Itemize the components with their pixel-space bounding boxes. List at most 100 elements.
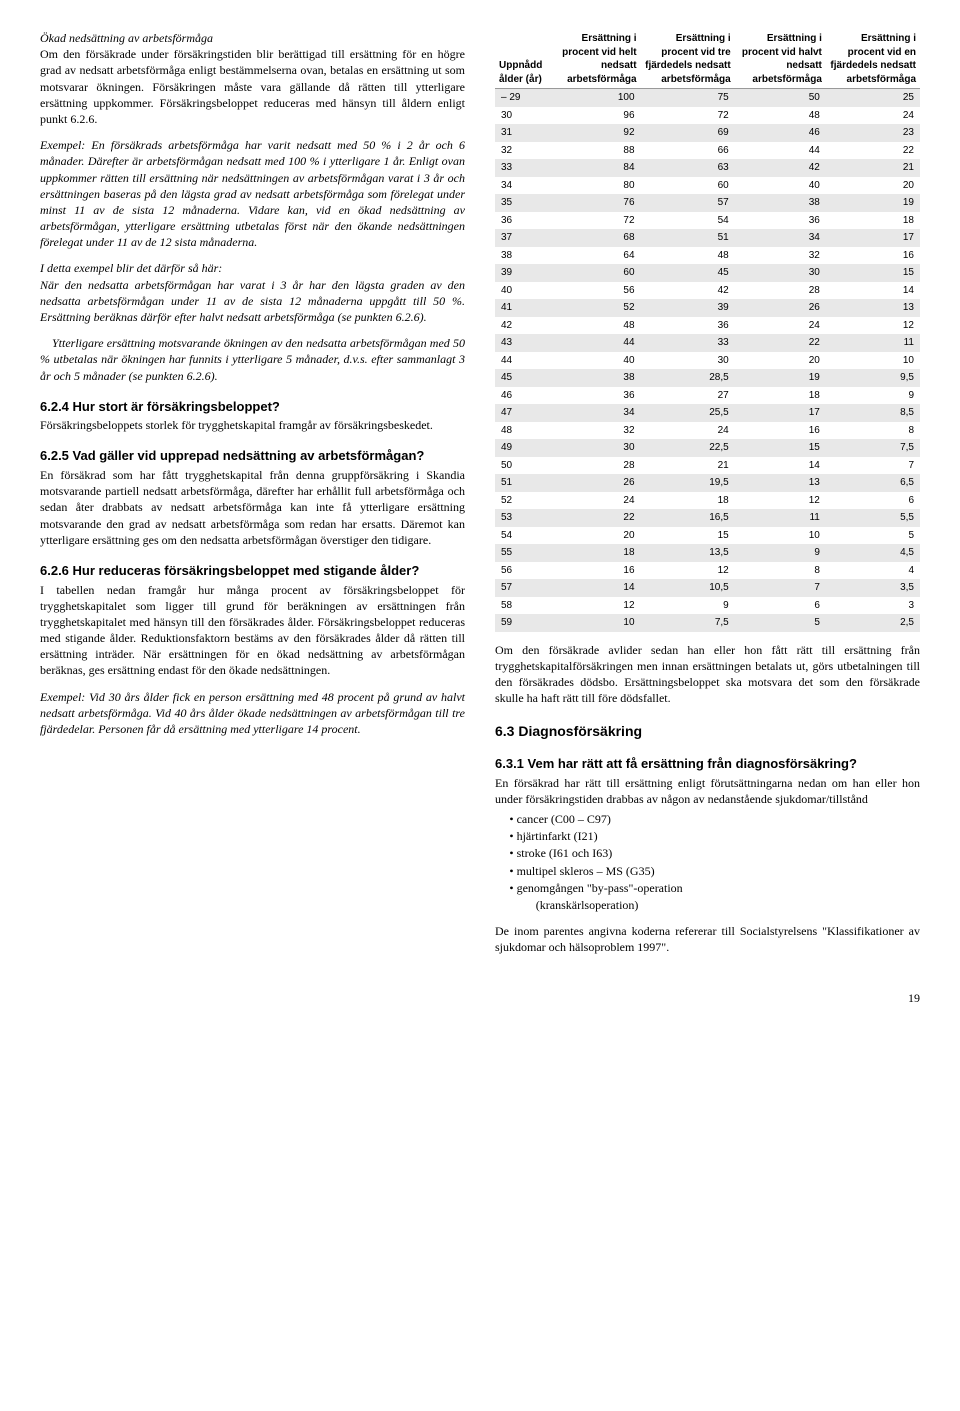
list-item: hjärtinfarkt (I21): [509, 828, 920, 844]
table-cell: 68: [550, 229, 641, 247]
table-cell: 30: [550, 439, 641, 457]
table-cell: 16: [550, 562, 641, 580]
table-row: 453828,5199,5: [495, 369, 920, 387]
body-text: De inom parentes angivna koderna referer…: [495, 923, 920, 955]
table-cell: 28: [550, 457, 641, 475]
table-cell: 5,5: [826, 509, 920, 527]
table-cell: 22,5: [641, 439, 735, 457]
table-cell: 27: [641, 387, 735, 405]
body-text: En försäkrad som har fått trygghetskapit…: [40, 467, 465, 548]
table-cell: 58: [495, 597, 550, 615]
table-cell: 53: [495, 509, 550, 527]
table-cell: 20: [550, 527, 641, 545]
table-row: 551813,594,5: [495, 544, 920, 562]
table-cell: 26: [550, 474, 641, 492]
heading-63: 6.3 Diagnosförsäkring: [495, 722, 920, 741]
table-cell: 7: [735, 579, 826, 597]
table-cell: 48: [735, 107, 826, 125]
table-cell: 76: [550, 194, 641, 212]
table-row: 512619,5136,5: [495, 474, 920, 492]
table-cell: 12: [550, 597, 641, 615]
table-cell: 31: [495, 124, 550, 142]
table-cell: 20: [735, 352, 826, 370]
table-cell: 37: [495, 229, 550, 247]
table-header: Ersättning i procent vid en fjärdedels n…: [826, 30, 920, 89]
table-cell: 50: [735, 89, 826, 107]
list-item: stroke (I61 och I63): [509, 845, 920, 861]
table-cell: 2,5: [826, 614, 920, 632]
table-cell: 75: [641, 89, 735, 107]
body-text: Om den försäkrade avlider sedan han elle…: [495, 642, 920, 707]
list-item: genomgången "by-pass"-operation: [509, 880, 920, 896]
table-row: 3096724824: [495, 107, 920, 125]
table-cell: 60: [550, 264, 641, 282]
table-cell: 45: [495, 369, 550, 387]
table-cell: 36: [495, 212, 550, 230]
table-cell: 48: [641, 247, 735, 265]
table-cell: 10: [735, 527, 826, 545]
table-cell: 80: [550, 177, 641, 195]
table-cell: 60: [641, 177, 735, 195]
table-cell: 57: [495, 579, 550, 597]
table-cell: 24: [735, 317, 826, 335]
table-cell: 35: [495, 194, 550, 212]
table-cell: 4,5: [826, 544, 920, 562]
two-column-layout: Ökad nedsättning av arbetsförmågaOm den …: [40, 30, 920, 966]
table-cell: 38: [550, 369, 641, 387]
table-cell: 8: [735, 562, 826, 580]
table-cell: 88: [550, 142, 641, 160]
table-cell: 52: [550, 299, 641, 317]
table-cell: 14: [735, 457, 826, 475]
section-title: Ökad nedsättning av arbetsförmågaOm den …: [40, 30, 465, 127]
table-cell: 19,5: [641, 474, 735, 492]
heading-624: 6.2.4 Hur stort är försäkringsbeloppet?: [40, 398, 465, 416]
table-cell: 18: [735, 387, 826, 405]
table-cell: 9: [735, 544, 826, 562]
table-cell: 7,5: [826, 439, 920, 457]
table-row: 571410,573,5: [495, 579, 920, 597]
table-row: 4152392613: [495, 299, 920, 317]
table-row: 59107,552,5: [495, 614, 920, 632]
table-cell: 84: [550, 159, 641, 177]
table-cell: 36: [550, 387, 641, 405]
table-row: 3672543618: [495, 212, 920, 230]
table-cell: 64: [550, 247, 641, 265]
table-cell: 16: [826, 247, 920, 265]
table-cell: – 29: [495, 89, 550, 107]
table-cell: 8: [826, 422, 920, 440]
table-cell: 46: [735, 124, 826, 142]
table-row: 502821147: [495, 457, 920, 475]
table-cell: 69: [641, 124, 735, 142]
table-cell: 11: [735, 509, 826, 527]
body-text: En försäkrad har rätt till ersättning en…: [495, 775, 920, 807]
table-cell: 6: [826, 492, 920, 510]
table-cell: 7: [826, 457, 920, 475]
table-cell: 19: [735, 369, 826, 387]
table-cell: 10: [826, 352, 920, 370]
table-cell: 10,5: [641, 579, 735, 597]
table-cell: 57: [641, 194, 735, 212]
table-cell: 5: [735, 614, 826, 632]
table-cell: 92: [550, 124, 641, 142]
table-cell: 3,5: [826, 579, 920, 597]
table-cell: 44: [550, 334, 641, 352]
table-cell: 48: [495, 422, 550, 440]
table-row: 3768513417: [495, 229, 920, 247]
heading-625: 6.2.5 Vad gäller vid upprepad nedsättnin…: [40, 447, 465, 465]
table-cell: 16,5: [641, 509, 735, 527]
table-row: 4248362412: [495, 317, 920, 335]
table-cell: 21: [641, 457, 735, 475]
left-column: Ökad nedsättning av arbetsförmågaOm den …: [40, 30, 465, 966]
table-cell: 38: [735, 194, 826, 212]
table-cell: 5: [826, 527, 920, 545]
table-header: Uppnådd ålder (år): [495, 30, 550, 89]
table-cell: 30: [735, 264, 826, 282]
table-cell: 25: [826, 89, 920, 107]
table-row: – 29100755025: [495, 89, 920, 107]
example-text: Exempel: Vid 30 års ålder fick en person…: [40, 689, 465, 738]
table-header: Ersättning i procent vid helt nedsatt ar…: [550, 30, 641, 89]
table-cell: 36: [641, 317, 735, 335]
example-cont: Ytterligare ersättning motsvarande öknin…: [40, 335, 465, 384]
body-text: Om den försäkrade under försäkringstiden…: [40, 47, 465, 126]
table-row: 3288664422: [495, 142, 920, 160]
